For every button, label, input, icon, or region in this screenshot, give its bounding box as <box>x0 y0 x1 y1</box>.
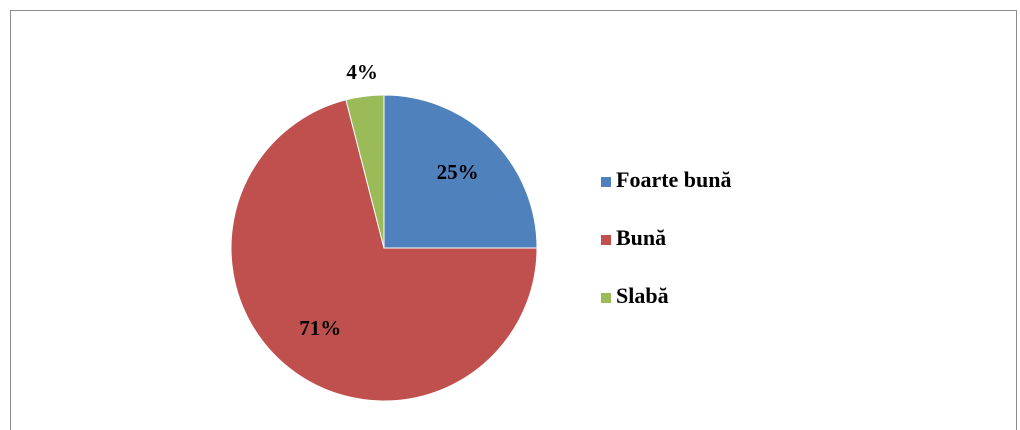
legend-label: Slabă <box>616 283 669 308</box>
legend-swatch <box>601 177 611 187</box>
legend-label: Bună <box>616 225 666 250</box>
legend-swatch <box>601 293 611 303</box>
pie-slice <box>383 94 538 249</box>
data-label: 71% <box>299 316 341 340</box>
legend-label: Foarte bună <box>616 167 732 192</box>
pie-slice <box>230 99 538 402</box>
legend-swatch <box>601 235 611 245</box>
pie-slice <box>345 94 385 249</box>
data-label: 25% <box>437 160 479 184</box>
data-label: 4% <box>346 60 378 84</box>
